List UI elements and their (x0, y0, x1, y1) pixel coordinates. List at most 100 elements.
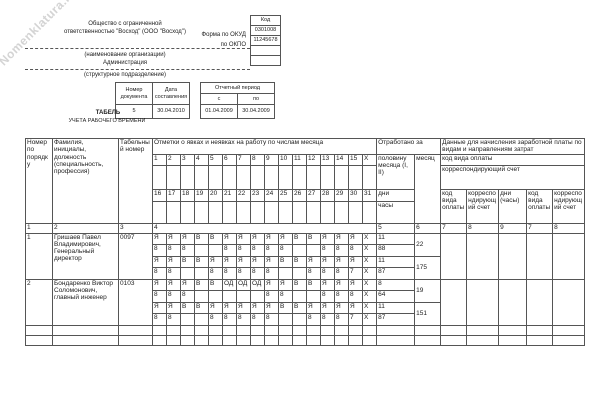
day-number: 1 (152, 153, 167, 166)
hours-mark: 8 (180, 290, 195, 303)
half-days: 11 (376, 232, 416, 246)
blank-cell (208, 164, 223, 190)
day-number: 26 (292, 188, 307, 202)
blank-cell (194, 324, 209, 336)
department: Администрация (102, 60, 148, 66)
day-number: 31 (361, 188, 378, 202)
attendance-mark: Я (264, 255, 279, 269)
table-row: 8 8 8 8 8 8 8 8 8 8 7 X 87 (26, 267, 585, 280)
attendance-mark: Я (222, 232, 237, 246)
blank-cell (526, 334, 554, 346)
attendance-mark: Я (208, 255, 223, 269)
period-from: 01.04.2009 (200, 104, 238, 119)
code-row: Код (250, 15, 281, 26)
header-cell: Отработано за (376, 138, 442, 155)
blank-cell (498, 278, 528, 326)
blank-cell (52, 334, 119, 346)
hours-mark: 8 (152, 244, 167, 257)
attendance-mark: В (194, 278, 209, 292)
row-number: 2 (25, 278, 53, 326)
attendance-mark: Я (264, 278, 279, 292)
attendance-mark: В (292, 278, 307, 292)
blank-cell (194, 164, 209, 190)
blank-cell (466, 334, 500, 346)
hours-mark: 8 (334, 244, 349, 257)
hours-mark: 8 (250, 244, 265, 257)
column-number: 4 (151, 222, 378, 234)
day-number: 12 (306, 153, 321, 166)
hours-mark: 8 (166, 244, 181, 257)
day-number: 6 (222, 153, 237, 166)
blank-cell (466, 278, 500, 326)
attendance-mark: Я (152, 278, 167, 292)
day-number: 25 (278, 188, 293, 202)
blank-cell (152, 200, 167, 224)
half-days: 8 (376, 278, 416, 292)
day-number: 5 (208, 153, 223, 166)
column-number: 2 (52, 222, 119, 234)
table-row: корреспондирующий счет (26, 164, 586, 190)
column-number: 7 (440, 222, 468, 234)
attendance-mark: Я (236, 255, 251, 269)
blank-cell (334, 164, 349, 190)
blank-cell (376, 334, 416, 346)
document-box: Номер документа Дата составления 5 30.04… (115, 82, 190, 119)
day-number: 11 (292, 153, 307, 166)
day-number: 20 (208, 188, 223, 202)
hours-mark (292, 290, 307, 303)
attendance-mark: Я (222, 255, 237, 269)
attendance-mark: Я (320, 232, 335, 246)
attendance-mark: Я (320, 255, 335, 269)
hours-mark (306, 244, 321, 257)
blank-cell (25, 324, 53, 336)
to-label: по (237, 93, 275, 105)
attendance-mark: Я (348, 301, 363, 315)
attendance-mark: Я (348, 278, 363, 292)
attendance-mark: В (194, 232, 209, 246)
blank-cell (526, 324, 554, 336)
hours-mark (292, 267, 307, 280)
blank-cell (236, 164, 251, 190)
org-name-line: Общество с ограниченной (88, 21, 162, 27)
header-cell: код вида оплаты (526, 188, 554, 224)
hours-mark: 8 (236, 313, 251, 326)
column-number: 1 (25, 222, 53, 234)
attendance-mark: Я (320, 278, 335, 292)
blank-cell (361, 200, 378, 224)
attendance-mark: Я (306, 255, 321, 269)
blank-cell (498, 324, 528, 336)
blank-cell (180, 324, 195, 336)
column-number: 7 (526, 222, 554, 234)
blank-cell (264, 324, 279, 336)
blank-cell (526, 232, 554, 280)
blank-cell (320, 200, 335, 224)
header-cell: Табельный номер (118, 138, 153, 224)
blank-cell (250, 334, 265, 346)
hours-mark (194, 313, 209, 326)
hours-mark: 8 (180, 244, 195, 257)
doc-date: 30.04.2010 (152, 104, 190, 119)
day-number: 4 (194, 153, 209, 166)
blank-cell (264, 334, 279, 346)
table-row: 8 8 8 8 8 8 8 8 8 8 8 X 88 (26, 244, 585, 257)
day-number: 23 (250, 188, 265, 202)
attendance-mark: Я (334, 301, 349, 315)
hours-mark: 8 (208, 313, 223, 326)
day-number: 28 (320, 188, 335, 202)
blank-cell (222, 334, 237, 346)
blank-cell (292, 324, 307, 336)
hours-mark: 8 (320, 267, 335, 280)
hours-mark (222, 290, 237, 303)
attendance-mark: В (306, 232, 321, 246)
code-row: 11245678 (250, 35, 281, 46)
hours-mark: 7 (348, 313, 363, 326)
period-to: 30.04.2009 (237, 104, 275, 119)
doc-subtitle: УЧЕТА РАБОЧЕГО ВРЕМЕНИ (68, 118, 146, 124)
table-row: Я Я В В Я Я Я Я Я В В Я Я Я Я X 11 175 (26, 255, 585, 280)
table-row: 8 8 8 8 8 8 8 8 X 64 (26, 290, 585, 303)
blank-cell (194, 334, 209, 346)
month-hours: 151 (414, 301, 442, 326)
hours-mark: 8 (222, 313, 237, 326)
month-days: 19 (414, 278, 442, 303)
table-row: Номер по порядку Фамилия, инициалы, должн… (25, 138, 586, 224)
